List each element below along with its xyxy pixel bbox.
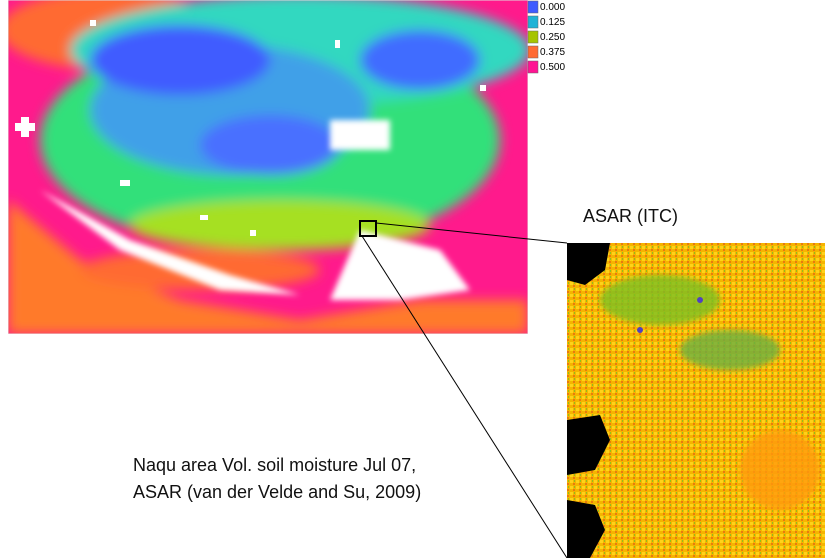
legend-label: 0.250 (540, 32, 565, 43)
caption-line: ASAR (van der Velde and Su, 2009) (133, 482, 421, 502)
legend-swatch (528, 1, 538, 13)
legend-swatch (528, 61, 538, 73)
legend-swatch (528, 31, 538, 43)
legend-label: 0.375 (540, 47, 565, 58)
asar-inset (567, 243, 825, 558)
legend-label: 0.000 (540, 2, 565, 13)
caption-line: Naqu area Vol. soil moisture Jul 07, (133, 455, 416, 475)
legend: 0.000 0.125 0.250 0.375 0.500 (528, 1, 565, 73)
inset-label: ASAR (ITC) (583, 206, 678, 226)
legend-label: 0.500 (540, 62, 565, 73)
figure-canvas: 0.000 0.125 0.250 0.375 0.500 ASAR (ITC) Naq… (0, 0, 825, 558)
figure: 0.000 0.125 0.250 0.375 0.500 ASAR (ITC) Naq… (0, 0, 825, 558)
legend-label: 0.125 (540, 17, 565, 28)
legend-swatch (528, 16, 538, 28)
soil-moisture-map (0, 0, 530, 334)
legend-swatch (528, 46, 538, 58)
